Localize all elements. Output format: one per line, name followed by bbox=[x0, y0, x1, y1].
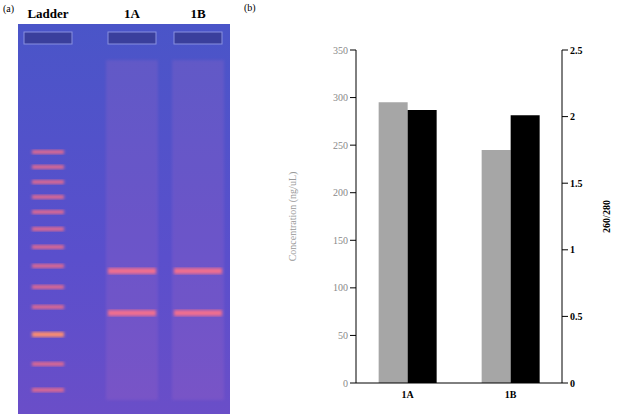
svg-text:1B: 1B bbox=[505, 389, 517, 400]
svg-text:Concentration (ng/uL): Concentration (ng/uL) bbox=[287, 172, 299, 262]
html-text:(b): (b) bbox=[244, 2, 256, 13]
svg-text:1.5: 1.5 bbox=[570, 178, 583, 189]
svg-text:1: 1 bbox=[570, 244, 575, 255]
svg-text:1A: 1A bbox=[124, 6, 141, 21]
svg-text:(a): (a) bbox=[3, 3, 14, 15]
svg-text:150: 150 bbox=[333, 235, 348, 246]
svg-text:2.5: 2.5 bbox=[570, 45, 583, 56]
svg-text:0.5: 0.5 bbox=[570, 311, 583, 322]
svg-text:1A: 1A bbox=[401, 389, 414, 400]
svg-text:300: 300 bbox=[333, 92, 348, 103]
svg-text:Ladder: Ladder bbox=[27, 6, 68, 21]
svg-text:2: 2 bbox=[570, 111, 575, 122]
svg-text:0: 0 bbox=[343, 378, 348, 389]
svg-text:250: 250 bbox=[333, 140, 348, 151]
svg-text:100: 100 bbox=[333, 282, 348, 293]
svg-text:350: 350 bbox=[333, 45, 348, 56]
svg-text:1B: 1B bbox=[190, 6, 206, 21]
svg-text:0: 0 bbox=[570, 378, 575, 389]
svg-text:200: 200 bbox=[333, 187, 348, 198]
svg-text:260/280: 260/280 bbox=[601, 200, 612, 233]
svg-text:50: 50 bbox=[338, 330, 348, 341]
